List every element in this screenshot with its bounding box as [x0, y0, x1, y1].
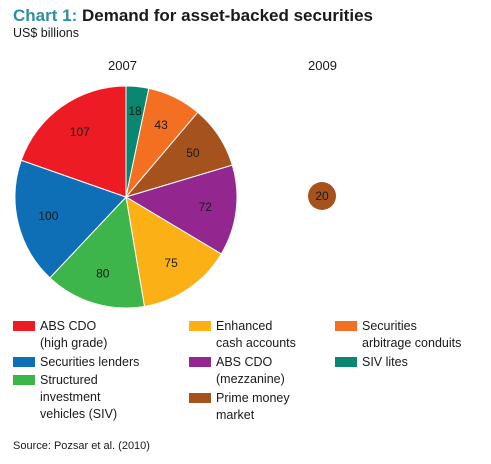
pie-slice-abs-cdo-mezzanine — [124, 164, 238, 255]
pie-value-label: 80 — [96, 267, 110, 281]
pie-value-label: 100 — [38, 209, 58, 223]
legend-swatch — [189, 357, 211, 367]
pie-2007-title: 2007 — [108, 58, 137, 73]
chart-title-text: Demand for asset-backed securities — [81, 6, 373, 25]
legend-swatch — [335, 357, 357, 367]
chart-title: Chart 1: Demand for asset-backed securit… — [13, 6, 373, 26]
legend-swatch — [189, 393, 211, 403]
pie-slice-structured-investment-vehicles-siv — [49, 195, 146, 309]
legend-label: Securities lenders — [40, 355, 140, 369]
source-note: Source: Pozsar et al. (2010) — [13, 440, 150, 452]
legend-label: Prime money market — [216, 391, 290, 422]
pie-slice-securities-lenders — [14, 159, 127, 279]
legend-label: Structured investment vehicles (SIV) — [40, 373, 118, 421]
pie-charts: 18 43 50 72 75 80 100 107 20 — [14, 85, 336, 309]
legend-label: Enhanced cash accounts — [216, 319, 296, 350]
legend-swatch — [13, 375, 35, 385]
legend-swatch — [13, 321, 35, 331]
pie-value-label: 43 — [154, 118, 168, 132]
legend-label: Securities arbitrage conduits — [362, 319, 462, 350]
legend-label: SIV lites — [362, 355, 408, 369]
pie-value-label: 72 — [199, 200, 213, 214]
pie-value-label: 107 — [70, 125, 90, 139]
pie-value-label: 18 — [128, 104, 142, 118]
pie-slice-abs-cdo-high-grade — [20, 85, 127, 198]
legend-swatch — [335, 321, 357, 331]
pie-slice-enhanced-cash-accounts — [125, 196, 222, 308]
legend-swatch — [189, 321, 211, 331]
pie-slice-prime-money-market — [308, 182, 336, 210]
pie-value-label: 75 — [164, 256, 178, 270]
chart-subtitle: US$ billions — [13, 26, 80, 40]
legend-swatch — [13, 357, 35, 367]
legend-label: ABS CDO (mezzanine) — [216, 355, 285, 386]
chart-number: Chart 1: — [13, 6, 78, 25]
pie-value-label: 50 — [186, 146, 200, 160]
pie-2009-title: 2009 — [308, 58, 337, 73]
legend-label: ABS CDO (high grade) — [40, 319, 108, 350]
pie-value-label: 20 — [315, 189, 329, 203]
